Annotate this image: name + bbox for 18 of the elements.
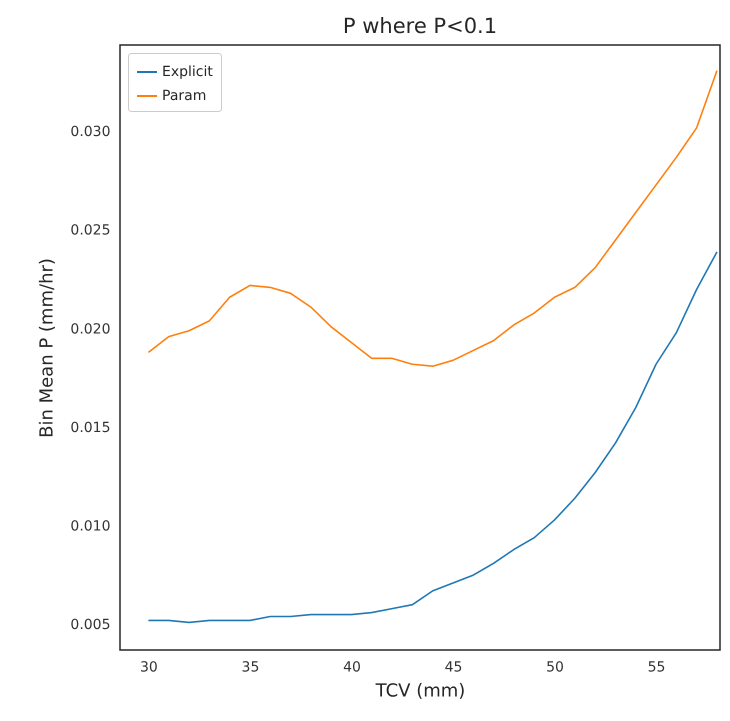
- y-tick-label: 0.005: [70, 616, 110, 633]
- x-tick-label: 35: [242, 660, 260, 676]
- line-series: [148, 251, 718, 624]
- y-tick-label: 0.010: [70, 518, 110, 534]
- x-axis-title: TCV (mm): [374, 680, 466, 702]
- x-tick-label: 30: [140, 660, 158, 676]
- y-tick-label: 0.030: [70, 124, 110, 140]
- chart-title: P where P<0.1: [342, 14, 498, 38]
- y-tick-label: 0.020: [70, 321, 110, 338]
- y-tick-label: 0.025: [70, 222, 110, 239]
- y-tick-label: 0.015: [70, 420, 110, 436]
- x-tick-label: 40: [343, 660, 361, 676]
- x-tick-label: 50: [546, 660, 564, 676]
- legend-label: Param: [162, 88, 206, 104]
- x-tick-label: 55: [648, 660, 666, 676]
- legend-label: Explicit: [162, 64, 214, 80]
- y-axis-title: Bin Mean P (mm/hr): [36, 258, 58, 438]
- x-tick-label: 45: [444, 660, 462, 676]
